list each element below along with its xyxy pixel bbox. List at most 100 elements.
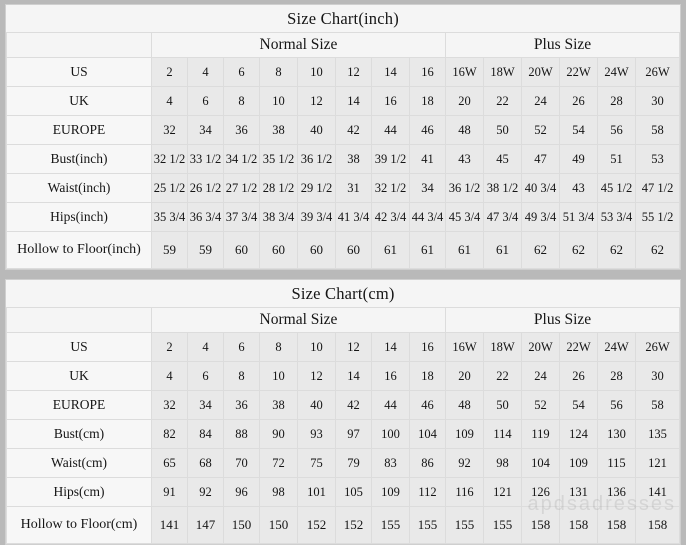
data-cell: 79 [335,448,372,478]
data-cell: 41 3/4 [335,202,372,232]
data-cell: 25 1/2 [151,173,188,203]
row-label: Waist(cm) [6,448,152,478]
data-cell: 112 [409,477,446,507]
data-cell: 104 [521,448,560,478]
data-cell: 60 [297,231,336,269]
data-cell: 114 [483,419,522,449]
data-cell: 150 [223,506,260,544]
row-label: UK [6,361,152,391]
data-cell: 34 [187,390,224,420]
data-cell: 45 1/2 [597,173,636,203]
data-cell: 34 [409,173,446,203]
data-cell: 12 [297,361,336,391]
data-cell: 141 [634,477,681,507]
data-cell: 92 [445,448,484,478]
group-header-normal-size: Normal Size [151,32,446,58]
data-cell: 6 [187,86,224,116]
data-cell: 59 [151,231,188,269]
data-cell: 16 [371,86,410,116]
data-cell: 35 1/2 [259,144,298,174]
data-cell: 20 [445,361,484,391]
data-cell: 47 3/4 [483,202,522,232]
data-cell: 2 [151,332,188,362]
data-cell: 43 [445,144,484,174]
data-cell: 32 1/2 [371,173,410,203]
data-cell: 52 [521,115,560,145]
table-row: Hollow to Floor(inch) 59 59 60 60 60 60 61 61 61 6… [6,231,681,269]
data-cell: 150 [259,506,298,544]
data-cell: 16 [409,57,446,87]
data-cell: 158 [634,506,681,544]
data-cell: 50 [483,115,522,145]
data-cell: 28 [597,86,636,116]
row-label: Hips(cm) [6,477,152,507]
data-cell: 6 [187,361,224,391]
data-cell: 65 [151,448,188,478]
data-cell: 42 3/4 [371,202,410,232]
data-cell: 141 [151,506,188,544]
data-cell: 50 [483,390,522,420]
data-cell: 60 [335,231,372,269]
data-cell: 109 [559,448,598,478]
data-cell: 38 [259,115,298,145]
data-cell: 55 1/2 [634,202,681,232]
data-cell: 109 [371,477,410,507]
table-row: Waist(cm) 65 68 70 72 75 79 83 86 92 98 104 109 115 12… [6,448,681,478]
data-cell: 52 [521,390,560,420]
data-cell: 104 [409,419,446,449]
data-cell: 22W [559,57,598,87]
data-cell: 90 [259,419,298,449]
data-cell: 36 1/2 [297,144,336,174]
data-cell: 38 [259,390,298,420]
data-cell: 34 [187,115,224,145]
data-cell: 31 [335,173,372,203]
data-cell: 49 3/4 [521,202,560,232]
row-label: EUROPE [6,390,152,420]
row-label: Bust(inch) [6,144,152,174]
data-cell: 136 [597,477,636,507]
data-cell: 51 3/4 [559,202,598,232]
data-cell: 75 [297,448,336,478]
data-cell: 61 [371,231,410,269]
data-cell: 152 [297,506,336,544]
data-cell: 42 [335,115,372,145]
data-cell: 82 [151,419,188,449]
data-cell: 18 [409,86,446,116]
table-row: EUROPE 32 34 36 38 40 42 44 46 48 50 52 54 56 58 [6,390,681,420]
data-cell: 61 [445,231,484,269]
data-cell: 58 [634,390,681,420]
data-cell: 10 [297,332,336,362]
table-row: US 2 4 6 8 10 12 14 16 16W 18W 20W 22W 24W 26W [6,57,681,87]
size-table-inch: Size Chart(inch) Normal Size Plus Size US 2 4… [5,5,681,269]
group-header-spacer [6,307,152,333]
data-cell: 8 [259,57,298,87]
data-cell: 16W [445,57,484,87]
data-cell: 126 [521,477,560,507]
data-cell: 40 [297,390,336,420]
title-row: Size Chart(inch) [5,5,681,33]
data-cell: 62 [634,231,681,269]
size-chart-inch: Size Chart(inch) Normal Size Plus Size US 2 4… [5,4,681,270]
data-cell: 38 1/2 [483,173,522,203]
data-cell: 92 [187,477,224,507]
data-cell: 68 [187,448,224,478]
data-cell: 59 [187,231,224,269]
data-cell: 60 [259,231,298,269]
data-cell: 70 [223,448,260,478]
table-row: Hollow to Floor(cm) 141 147 150 150 152 152 155… [6,506,681,544]
data-cell: 88 [223,419,260,449]
data-cell: 28 [597,361,636,391]
table-row: UK 4 6 8 10 12 14 16 18 20 22 24 26 28 30 [6,361,681,391]
row-label: Bust(cm) [6,419,152,449]
data-cell: 43 [559,173,598,203]
chart-title: Size Chart(inch) [5,5,681,33]
data-cell: 26 [559,86,598,116]
data-cell: 45 3/4 [445,202,484,232]
table-row: UK 4 6 8 10 12 14 16 18 20 22 24 26 28 30 [6,86,681,116]
data-cell: 41 [409,144,446,174]
data-cell: 119 [521,419,560,449]
data-cell: 155 [409,506,446,544]
data-cell: 152 [335,506,372,544]
data-cell: 158 [559,506,598,544]
data-cell: 38 3/4 [259,202,298,232]
